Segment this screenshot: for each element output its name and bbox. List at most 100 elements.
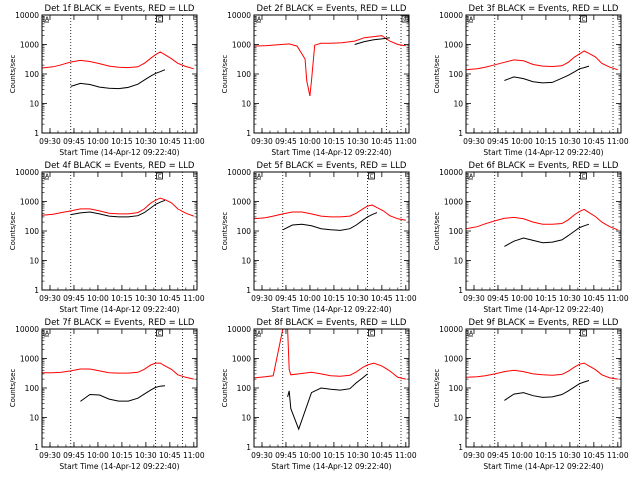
y-tick-label: 100 <box>237 70 252 79</box>
series-line <box>466 362 618 380</box>
chart-panel-4: Det 4f BLACK = Events, RED = LLD A C 1 10 100… <box>9 161 205 314</box>
chart-title: Det 1f BLACK = Events, RED = LLD <box>45 4 195 14</box>
series-line <box>504 223 590 247</box>
marker-c: C <box>156 15 163 23</box>
x-tick-label: 10:30 <box>559 294 581 303</box>
x-tick-label: 09:30 <box>251 137 273 146</box>
marker-c: C <box>580 15 587 23</box>
x-tick-label: 10:15 <box>323 451 345 460</box>
y-tick-label: 1000 <box>232 355 251 364</box>
marker-c: C <box>156 172 163 180</box>
marker-a: A <box>43 16 50 23</box>
marker-c-box <box>156 15 163 23</box>
x-axis-label: Start Time (14-Apr-12 09:22:40) <box>59 148 179 157</box>
marker-c-label: C <box>158 17 162 23</box>
marker-a: A <box>255 16 262 23</box>
chart-title: Det 9f BLACK = Events, RED = LLD <box>469 318 619 328</box>
series-line <box>354 37 390 45</box>
y-axis-label: Counts/sec <box>433 55 441 94</box>
x-tick-label: 10:15 <box>111 137 133 146</box>
marker-c-box <box>580 15 587 23</box>
series-line <box>70 69 166 90</box>
y-tick-label: 10000 <box>227 325 251 334</box>
y-tick-label: 10000 <box>227 168 251 177</box>
x-tick-label: 10:15 <box>323 137 345 146</box>
marker-a: A <box>467 173 474 180</box>
y-axis-label: Counts/sec <box>221 212 229 251</box>
y-tick-label: 10 <box>241 100 251 109</box>
marker-a-label: A <box>257 173 262 180</box>
y-tick-label: 1 <box>34 443 39 452</box>
x-tick-label: 10:30 <box>347 137 369 146</box>
x-axis-label: Start Time (14-Apr-12 09:22:40) <box>271 462 391 471</box>
marker-c-box <box>368 172 375 180</box>
x-tick-label: 11:00 <box>395 137 417 146</box>
series-line <box>254 35 406 97</box>
x-tick-label: 09:30 <box>463 294 485 303</box>
y-tick-label: 10000 <box>439 11 463 20</box>
marker-a-label: A <box>45 16 50 23</box>
y-tick-label: 10000 <box>15 168 39 177</box>
x-tick-label: 10:30 <box>135 294 157 303</box>
series-line <box>504 380 590 401</box>
y-tick-label: 100 <box>449 70 464 79</box>
chart-panel-9: Det 9f BLACK = Events, RED = LLD A C 1 10 100… <box>433 318 629 471</box>
x-tick-label: 11:00 <box>395 294 417 303</box>
series-line <box>282 212 378 231</box>
x-tick-label: 10:00 <box>299 137 321 146</box>
marker-c-box <box>368 329 375 337</box>
marker-a-label: A <box>469 330 474 337</box>
series-line <box>504 65 590 84</box>
y-tick-label: 10 <box>453 414 463 423</box>
x-tick-label: 09:45 <box>487 451 509 460</box>
x-tick-label: 09:45 <box>63 451 85 460</box>
chart-panel-7: Det 7f BLACK = Events, RED = LLD A C 1 10 100… <box>9 318 205 471</box>
y-tick-label: 1000 <box>20 41 39 50</box>
marker-c: C <box>580 172 587 180</box>
y-tick-label: 1000 <box>20 355 39 364</box>
marker-c-label: C <box>370 331 374 337</box>
y-tick-label: 10000 <box>15 11 39 20</box>
series-line <box>254 329 406 380</box>
x-tick-label: 09:30 <box>463 137 485 146</box>
x-tick-label: 10:45 <box>583 294 605 303</box>
x-tick-label: 10:00 <box>511 137 533 146</box>
x-tick-label: 10:45 <box>159 294 181 303</box>
y-tick-label: 1 <box>458 286 463 295</box>
y-axis-label: Counts/sec <box>9 55 17 94</box>
marker-c: C <box>368 329 375 337</box>
x-tick-label: 10:30 <box>347 451 369 460</box>
x-tick-label: 10:00 <box>87 137 109 146</box>
x-tick-label: 09:30 <box>251 451 273 460</box>
x-tick-label: 10:15 <box>535 137 557 146</box>
series-line <box>42 51 194 70</box>
x-tick-label: 10:00 <box>299 294 321 303</box>
y-tick-label: 10000 <box>15 325 39 334</box>
x-tick-label: 09:45 <box>275 451 297 460</box>
y-tick-label: 10 <box>29 257 39 266</box>
x-tick-label: 10:45 <box>371 451 393 460</box>
y-axis-label: Counts/sec <box>9 369 17 408</box>
x-axis-label: Start Time (14-Apr-12 09:22:40) <box>271 305 391 314</box>
x-axis-label: Start Time (14-Apr-12 09:22:40) <box>483 148 603 157</box>
y-tick-label: 1000 <box>444 198 463 207</box>
x-axis-label: Start Time (14-Apr-12 09:22:40) <box>59 305 179 314</box>
x-axis-label: Start Time (14-Apr-12 09:22:40) <box>271 148 391 157</box>
series-line <box>42 197 194 217</box>
x-tick-label: 10:45 <box>159 451 181 460</box>
x-tick-label: 10:15 <box>323 294 345 303</box>
x-tick-label: 10:30 <box>347 294 369 303</box>
x-tick-label: 10:45 <box>371 137 393 146</box>
x-tick-label: 10:30 <box>135 137 157 146</box>
x-tick-label: 10:30 <box>559 451 581 460</box>
marker-a: A <box>43 173 50 180</box>
chart-title: Det 2f BLACK = Events, RED = LLD <box>257 4 407 14</box>
y-tick-label: 1000 <box>444 355 463 364</box>
x-tick-label: 09:30 <box>39 137 61 146</box>
marker-a: A <box>255 173 262 180</box>
series-line <box>466 50 618 71</box>
y-tick-label: 100 <box>25 227 40 236</box>
x-tick-label: 09:30 <box>39 294 61 303</box>
marker-a: A <box>255 330 262 337</box>
series-line <box>42 362 194 380</box>
